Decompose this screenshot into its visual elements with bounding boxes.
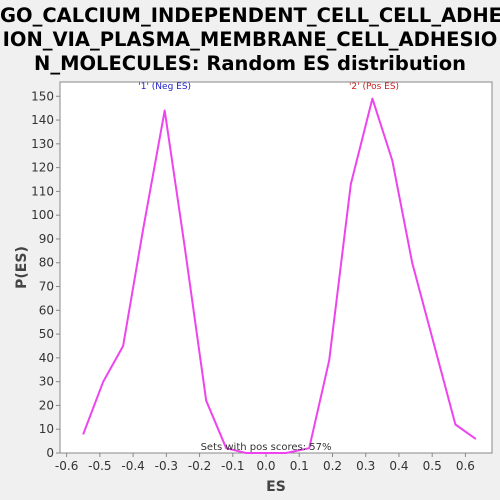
- data-point: [454, 423, 457, 426]
- data-point: [163, 109, 166, 112]
- data-point: [328, 359, 330, 362]
- axes: 0 10 20 30 40 50 60 70 80 90 100 110 120 130 140 150 -0.…: [31, 89, 475, 473]
- y-tick-label: 90: [39, 232, 54, 246]
- data-point: [245, 452, 247, 454]
- data-point: [349, 183, 352, 186]
- chart-title-line-1: GO_CALCIUM_INDEPENDENT_CELL_CELL_ADHES: [0, 4, 500, 27]
- x-tick-label: -0.1: [221, 459, 244, 473]
- y-tick-label: 130: [31, 137, 54, 151]
- x-tick-label: 0.6: [456, 459, 475, 473]
- data-point: [474, 437, 477, 440]
- y-tick-label: 140: [31, 113, 54, 127]
- y-axis-title: P(ES): [14, 246, 30, 289]
- x-tick-label: -0.2: [188, 459, 211, 473]
- chart-title: GO_CALCIUM_INDEPENDENT_CELL_CELL_ADHES I…: [0, 4, 500, 76]
- x-tick-label: 0.1: [290, 459, 309, 473]
- x-tick-label: -0.3: [155, 459, 178, 473]
- data-point: [183, 245, 186, 247]
- y-tick-label: 20: [39, 398, 54, 412]
- y-tick-label: 60: [39, 303, 54, 317]
- data-point: [225, 447, 227, 450]
- y-tick-label: 10: [39, 422, 54, 436]
- data-point: [122, 345, 124, 347]
- data-point: [265, 452, 267, 454]
- data-point: [82, 433, 85, 435]
- x-tick-label: 0.4: [389, 459, 408, 473]
- data-point: [391, 159, 394, 162]
- y-tick-label: 50: [39, 327, 54, 341]
- annotations: '1' (Neg ES) '2' (Pos ES) Sets with pos sc…: [138, 82, 399, 453]
- y-tick-label: 0: [46, 446, 54, 460]
- data-point: [371, 97, 374, 100]
- plot-area: [59, 81, 493, 454]
- data-point: [433, 342, 435, 345]
- x-tick-label: 0.5: [423, 459, 442, 473]
- data-point: [308, 447, 311, 450]
- y-tick-label: 110: [31, 184, 54, 198]
- x-axis-title: ES: [266, 479, 286, 495]
- y-tick-label: 100: [31, 208, 54, 222]
- data-point: [142, 228, 144, 231]
- series-label: '1' (Neg ES): [138, 82, 191, 92]
- x-tick-label: -0.6: [55, 459, 78, 473]
- data-point: [411, 261, 414, 264]
- chart-title-line-2: ION_VIA_PLASMA_MEMBRANE_CELL_ADHESIO: [2, 28, 498, 51]
- y-tick-label: 30: [39, 375, 54, 389]
- data-point: [102, 380, 104, 383]
- x-tick-label: 0.3: [356, 459, 375, 473]
- y-tick-label: 70: [39, 280, 54, 294]
- y-tick-label: 150: [31, 89, 54, 103]
- series-layer: [82, 97, 477, 454]
- x-tick-label: 0.2: [323, 459, 342, 473]
- y-tick-label: 80: [39, 256, 54, 270]
- y-tick-label: 120: [31, 161, 54, 175]
- es-series-line: [82, 97, 476, 454]
- x-tick-label: -0.5: [88, 459, 111, 473]
- chart-title-line-3: N_MOLECULES: Random ES distribution: [34, 52, 466, 75]
- data-point: [285, 452, 287, 454]
- y-tick-label: 40: [39, 351, 54, 365]
- series-label: '2' (Pos ES): [349, 82, 399, 92]
- x-tick-label: -0.4: [121, 459, 144, 473]
- pos-scores-annotation: Sets with pos scores: 57%: [201, 442, 332, 453]
- data-point: [205, 399, 208, 402]
- x-tick-label: 0.0: [256, 459, 275, 473]
